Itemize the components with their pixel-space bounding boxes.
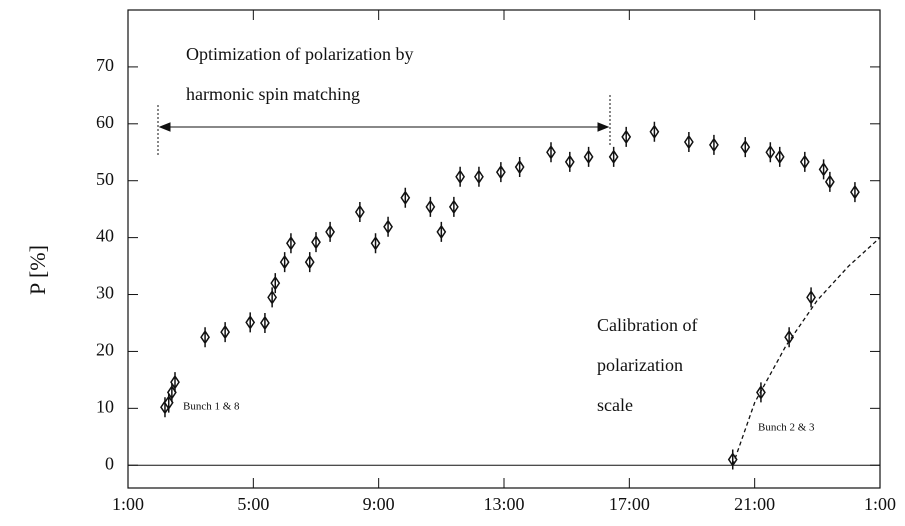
data-point: [608, 146, 619, 167]
data-point: [784, 327, 795, 348]
y-tick-label: 20: [96, 340, 114, 360]
x-tick-label: 1:00: [864, 494, 896, 514]
data-point: [727, 449, 738, 470]
data-point: [850, 182, 860, 203]
data-point: [474, 166, 484, 187]
plot-frame: [127, 9, 881, 489]
annotation: harmonic spin matching: [186, 84, 360, 104]
data-point: [583, 146, 594, 167]
fit-curve: [732, 237, 881, 466]
x-tick-label: 17:00: [609, 494, 650, 514]
y-tick-label: 40: [96, 226, 114, 246]
data-point: [383, 216, 393, 237]
y-tick-label: 70: [96, 55, 114, 75]
data-point: [370, 233, 381, 254]
x-tick-label: 13:00: [483, 494, 524, 514]
y-axis-label: P [%]: [25, 245, 50, 295]
data-point: [220, 322, 231, 343]
x-tick-label: 5:00: [237, 494, 269, 514]
data-point: [304, 252, 315, 273]
data-point: [514, 157, 525, 178]
y-tick-label: 10: [96, 396, 114, 416]
data-point: [683, 132, 694, 153]
annotation: polarization: [597, 355, 683, 375]
data-point: [774, 146, 785, 167]
data-point: [824, 171, 835, 192]
data-point: [546, 142, 556, 163]
data-point: [709, 134, 719, 155]
data-point: [436, 221, 447, 242]
data-point: [311, 232, 321, 253]
data-point: [286, 233, 296, 254]
data-point: [270, 273, 281, 294]
range-arrow: [157, 95, 611, 155]
x-tick-label: 21:00: [734, 494, 775, 514]
data-point: [564, 151, 575, 172]
x-tick-label: 9:00: [363, 494, 395, 514]
data-point: [621, 126, 632, 147]
x-tick-label: 1:00: [112, 494, 144, 514]
y-tick-label: 0: [105, 453, 114, 473]
data-point: [806, 287, 816, 308]
annotation: Bunch 1 & 8: [183, 401, 240, 413]
data-point: [425, 196, 436, 217]
annotation: Calibration of: [597, 315, 697, 335]
y-tick-label: 50: [96, 169, 114, 189]
annotation: Bunch 2 & 3: [758, 422, 815, 434]
data-point: [245, 312, 256, 333]
data-point: [818, 159, 829, 180]
y-tick-label: 30: [96, 283, 114, 303]
data-point: [765, 142, 776, 163]
data-point: [495, 162, 506, 183]
data-point: [170, 372, 180, 393]
data-point: [740, 137, 751, 158]
data-point: [448, 196, 459, 217]
data-point: [279, 252, 290, 273]
y-tick-label: 60: [96, 112, 114, 132]
data-point: [354, 202, 365, 223]
data-point: [267, 287, 278, 308]
data-point: [325, 221, 336, 242]
data-point: [455, 166, 466, 187]
annotation: scale: [597, 395, 633, 415]
data-point: [260, 312, 270, 333]
data-point: [799, 151, 810, 172]
data-point: [649, 121, 660, 142]
data-point: [400, 187, 411, 208]
annotation: Optimization of polarization by: [186, 44, 413, 64]
data-point: [200, 327, 210, 348]
